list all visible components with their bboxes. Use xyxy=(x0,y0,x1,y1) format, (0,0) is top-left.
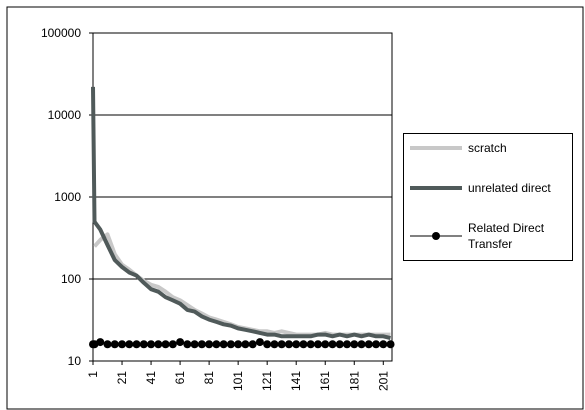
legend-swatch xyxy=(410,186,462,190)
x-tick-label: 41 xyxy=(144,371,158,385)
series-marker xyxy=(343,340,352,349)
series-marker xyxy=(132,340,141,349)
series-marker xyxy=(176,338,185,347)
x-tick-label: 81 xyxy=(202,371,216,385)
legend-swatch xyxy=(410,232,462,240)
y-tick-label: 1000 xyxy=(54,190,81,204)
series-marker xyxy=(234,340,243,349)
series-marker xyxy=(183,340,192,349)
series-marker xyxy=(205,340,214,349)
series-line xyxy=(93,232,391,337)
x-tick-label: 181 xyxy=(347,371,361,391)
series-marker xyxy=(372,340,381,349)
series-marker xyxy=(219,340,228,349)
x-tick-label: 141 xyxy=(289,371,303,391)
series-marker xyxy=(139,340,148,349)
series-marker xyxy=(379,340,388,349)
series-marker xyxy=(277,340,286,349)
series-marker xyxy=(306,340,315,349)
legend-swatch xyxy=(410,146,462,150)
x-tick-label: 21 xyxy=(115,371,129,385)
series-marker xyxy=(386,340,395,349)
series-marker xyxy=(241,340,250,349)
x-tick-label: 1 xyxy=(86,371,100,378)
x-tick-label: 61 xyxy=(173,371,187,385)
legend-label: Related Direct Transfer xyxy=(468,221,545,251)
series-marker xyxy=(190,340,199,349)
series-marker xyxy=(226,340,235,349)
series-marker xyxy=(364,340,373,349)
series-marker xyxy=(292,340,301,349)
legend-label: unrelated direct xyxy=(468,181,551,195)
series-line xyxy=(91,86,391,341)
series-marker xyxy=(270,340,279,349)
x-tick-label: 201 xyxy=(376,371,390,391)
x-tick-label: 101 xyxy=(231,371,245,391)
x-tick-label: 161 xyxy=(318,371,332,391)
series-marker xyxy=(147,340,156,349)
legend-item: scratch xyxy=(408,140,563,156)
series-marker xyxy=(118,340,127,349)
y-tick-label: 100 xyxy=(61,272,81,286)
series-marker xyxy=(197,340,206,349)
series-marker xyxy=(255,338,264,347)
series-marker xyxy=(161,340,170,349)
y-tick-label: 10 xyxy=(68,354,82,368)
x-tick-label: 121 xyxy=(260,371,274,391)
series-marker xyxy=(263,340,272,349)
series-marker xyxy=(168,340,177,349)
series-marker xyxy=(313,340,322,349)
series-marker xyxy=(328,340,337,349)
legend: scratch unrelated direct Related Direct Tr… xyxy=(403,133,573,261)
series-marker xyxy=(110,340,119,349)
frame xyxy=(6,6,584,410)
series-marker xyxy=(103,340,112,349)
series-marker xyxy=(125,340,134,349)
series-marker xyxy=(96,338,105,347)
series-marker xyxy=(284,340,293,349)
y-tick-label: 10000 xyxy=(48,108,82,122)
series-marker xyxy=(335,340,344,349)
legend-label: scratch xyxy=(468,141,507,155)
series-marker xyxy=(212,340,221,349)
legend-marker xyxy=(432,232,440,240)
series-marker xyxy=(299,340,308,349)
series-marker xyxy=(248,340,257,349)
legend-item: unrelated direct xyxy=(408,180,563,196)
series-marker xyxy=(357,340,366,349)
series-marker xyxy=(350,340,359,349)
legend-item: Related Direct Transfer xyxy=(408,220,563,252)
series-marker xyxy=(321,340,330,349)
y-tick-label: 100000 xyxy=(41,26,81,40)
series-marker xyxy=(154,340,163,349)
